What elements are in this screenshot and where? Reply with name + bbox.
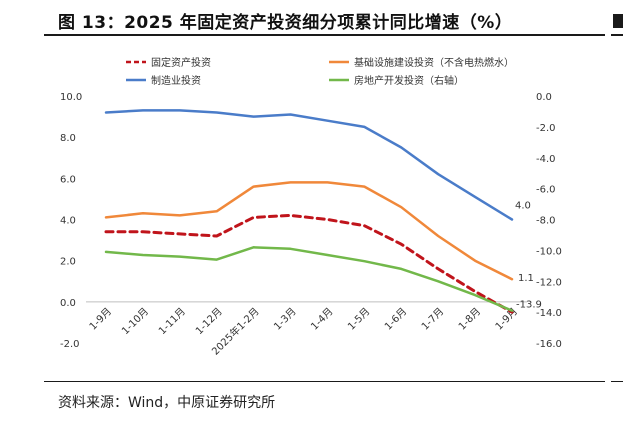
left-axis-tick: 2.0 [60,257,76,268]
x-axis-tick: 1-10月 [119,305,151,337]
x-axis-tick: 1-3月 [272,305,299,332]
data-label: -13.9 [516,300,542,311]
x-axis-tick: 1-5月 [345,305,372,332]
right-axis-tick: -8.0 [536,216,556,227]
right-axis-tick: -14.0 [536,308,562,319]
left-axis-tick: -2.0 [60,339,80,350]
x-axis-tick: 1-7月 [419,305,446,332]
figure-title: 图 13：2025 年固定资产投资细分项累计同比增速（%） [58,13,513,33]
legend-label: 固定资产投资 [151,56,211,69]
right-axis-tick: -2.0 [536,123,556,134]
x-axis-tick: 1-11月 [156,305,188,337]
data-label: 1.1 [518,273,534,284]
series-line [104,246,514,312]
x-axis-tick: 1-8月 [456,305,483,332]
legend-item: 制造业投资 [126,74,201,87]
data-label: 4.0 [515,201,531,212]
legend-item: 基础设施建设投资（不含电热燃水） [329,56,514,69]
left-axis-tick: 6.0 [60,174,76,185]
x-axis-tick: 1-9月 [87,305,114,332]
legend-label: 制造业投资 [151,74,201,87]
series-line [104,109,514,221]
right-axis-tick: -6.0 [536,185,556,196]
right-axis-tick: -10.0 [536,246,562,257]
left-axis-tick: 0.0 [60,298,76,309]
source-divider [44,381,605,382]
x-axis-tick: 1-4月 [308,305,335,332]
right-axis-tick: 0.0 [536,92,552,103]
right-axis-tick: -12.0 [536,277,562,288]
adjacent-figure-divider [611,34,623,36]
line-chart: 固定资产投资 基础设施建设投资（不含电热燃水） 制造业投资 房地产开发投资（右轴） 10… [60,56,562,358]
right-axis-tick: -16.0 [536,339,562,350]
adjacent-source-divider [611,381,623,382]
series-line [104,181,514,281]
x-axis-tick: 1-12月 [193,305,225,337]
legend-item: 房地产开发投资（右轴） [329,74,464,87]
legend-item: 固定资产投资 [126,56,211,69]
left-axis-tick: 8.0 [60,133,76,144]
legend: 固定资产投资 基础设施建设投资（不含电热燃水） 制造业投资 房地产开发投资（右轴） [126,56,514,87]
x-axis-tick: 1-6月 [382,305,409,332]
left-axis-tick: 10.0 [60,92,82,103]
left-axis-tick: 4.0 [60,216,76,227]
series-line [104,213,514,314]
title-divider [44,34,605,36]
legend-label: 基础设施建设投资（不含电热燃水） [354,56,514,69]
adjacent-figure-marker [613,14,623,28]
figure-header: 图 13：2025 年固定资产投资细分项累计同比增速（%） [0,0,623,36]
source-note: 资料来源：Wind，中原证券研究所 [58,395,276,411]
right-axis-tick: -4.0 [536,154,556,165]
legend-label: 房地产开发投资（右轴） [354,74,464,87]
